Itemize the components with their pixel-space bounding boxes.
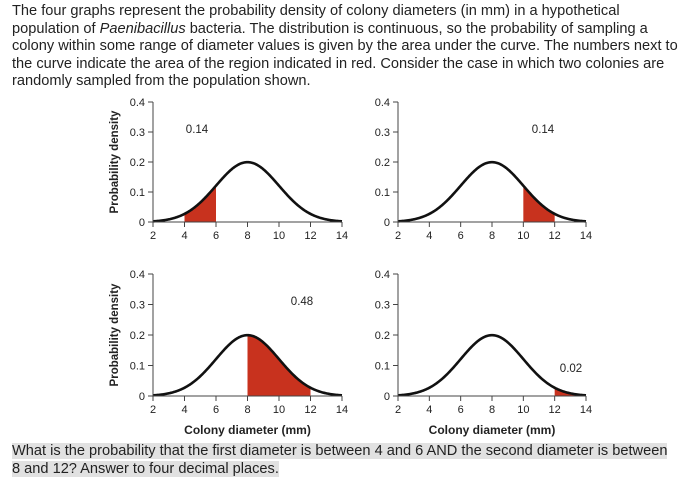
x-tick-label: 12	[304, 230, 316, 242]
panel-bottom-left: 2 4 6 8 10 12 14 0 0.1 0.2 0.3 0.4 0.48 Probability d…	[109, 269, 348, 437]
x-tick-label: 2	[150, 404, 156, 416]
x-tick-label: 4	[426, 404, 432, 416]
x-tick-label: 4	[181, 404, 187, 416]
x-tick-label: 6	[458, 404, 464, 416]
x-tick-label: 6	[213, 230, 219, 242]
y-tick-label: 0.1	[130, 361, 145, 373]
x-tick-label: 10	[517, 230, 529, 242]
x-tick-label: 8	[489, 230, 495, 242]
shaded-area	[247, 335, 311, 396]
x-tick-label: 6	[458, 230, 464, 242]
y-tick-label: 0.3	[130, 127, 145, 139]
y-tick-label: 0	[384, 391, 390, 403]
x-tick-label: 2	[395, 230, 401, 242]
x-tick-label: 12	[549, 230, 561, 242]
y-tick-label: 0.2	[130, 330, 145, 342]
x-tick-label: 4	[426, 230, 432, 242]
y-tick-label: 0.3	[375, 300, 390, 312]
y-tick-label: 0.1	[375, 187, 390, 199]
y-tick-label: 0.1	[375, 361, 390, 373]
y-tick-label: 0.2	[375, 157, 390, 169]
y-tick-label: 0.4	[375, 97, 390, 109]
y-axis-label: Probability density	[109, 283, 121, 386]
panel-top-left: 2 4 6 8 10 12 14 0 0.1 0.2 0.3 0.4 0.14 Probability d…	[109, 97, 348, 242]
x-tick-label: 10	[273, 230, 285, 242]
shaded-area	[554, 387, 586, 396]
y-tick-label: 0.3	[375, 127, 390, 139]
intro-text: The four graphs represent the probabilit…	[12, 3, 684, 91]
y-tick-label: 0.3	[130, 300, 145, 312]
area-annotation: 0.14	[186, 124, 209, 136]
x-tick-label: 10	[273, 404, 285, 416]
x-axis-label: Colony diameter (mm)	[429, 423, 556, 437]
x-tick-label: 2	[150, 230, 156, 242]
panel-bottom-right: 2 4 6 8 10 12 14 0 0.1 0.2 0.3 0.4 0.02 Colony diamet…	[375, 269, 592, 437]
area-annotation: 0.14	[532, 124, 555, 136]
x-tick-label: 14	[580, 404, 592, 416]
x-tick-label: 8	[244, 230, 250, 242]
question-text: What is the probability that the first d…	[12, 442, 672, 478]
intro-genus-name: Paenibacillus	[99, 20, 186, 37]
x-tick-label: 10	[517, 404, 529, 416]
x-tick-label: 14	[336, 230, 348, 242]
x-tick-label: 14	[580, 230, 592, 242]
panel-top-right: 2 4 6 8 10 12 14 0 0.1 0.2 0.3 0.4 0.14	[375, 97, 592, 242]
y-tick-label: 0.4	[130, 269, 145, 281]
x-tick-label: 14	[336, 404, 348, 416]
x-tick-label: 6	[213, 404, 219, 416]
y-tick-label: 0.4	[375, 269, 390, 281]
x-axis-label: Colony diameter (mm)	[184, 423, 311, 437]
density-curve	[152, 160, 343, 223]
y-tick-label: 0	[384, 217, 390, 229]
x-tick-label: 2	[395, 404, 401, 416]
density-curve	[152, 333, 343, 397]
x-tick-label: 12	[549, 404, 561, 416]
question-highlight: What is the probability that the first d…	[12, 443, 668, 477]
area-annotation: 0.48	[291, 296, 313, 308]
y-tick-label: 0	[139, 217, 145, 229]
x-tick-label: 8	[244, 404, 250, 416]
y-tick-label: 0.4	[130, 97, 145, 109]
density-curve	[397, 160, 587, 223]
y-axis-label: Probability density	[109, 110, 121, 213]
x-tick-label: 12	[304, 404, 316, 416]
density-curve	[397, 333, 587, 397]
area-annotation: 0.02	[560, 363, 582, 375]
y-tick-label: 0.2	[375, 330, 390, 342]
intro-segment: bacteria. The distribution is continuous…	[12, 20, 678, 90]
x-tick-label: 8	[489, 404, 495, 416]
y-tick-label: 0.1	[130, 187, 145, 199]
x-tick-label: 4	[181, 230, 187, 242]
y-tick-label: 0	[139, 391, 145, 403]
intro-segment: The four graphs represent the probabilit…	[12, 3, 620, 37]
y-tick-label: 0.2	[130, 157, 145, 169]
